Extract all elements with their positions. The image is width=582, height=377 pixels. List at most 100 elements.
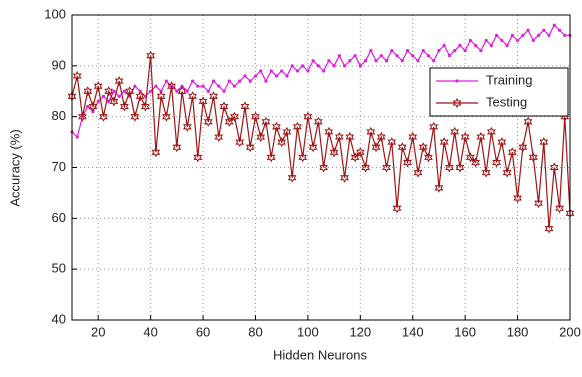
marker (397, 142, 407, 153)
x-tick-label: 140 (402, 324, 424, 339)
marker (400, 59, 404, 63)
marker (411, 54, 415, 58)
marker (209, 91, 218, 102)
marker (355, 147, 365, 158)
marker (196, 84, 200, 88)
series-line (71, 55, 571, 229)
marker (363, 59, 368, 63)
marker (146, 50, 156, 61)
x-tick-label: 200 (559, 324, 581, 339)
marker (515, 38, 520, 43)
y-axis-label: Accuracy (%) (7, 129, 22, 206)
marker (287, 172, 297, 183)
marker (91, 109, 95, 114)
marker (140, 101, 150, 112)
marker (175, 89, 179, 93)
marker (295, 69, 300, 73)
marker (531, 38, 535, 43)
marker (285, 74, 289, 78)
marker (107, 99, 111, 104)
marker (497, 137, 507, 148)
marker (154, 84, 158, 88)
marker (437, 48, 441, 53)
marker (303, 111, 313, 122)
marker (492, 157, 502, 168)
marker (337, 54, 341, 58)
marker (549, 162, 559, 173)
x-tick-label: 80 (248, 324, 262, 339)
marker (392, 203, 402, 214)
marker (455, 162, 465, 173)
marker (361, 162, 370, 173)
marker (264, 79, 268, 83)
marker (555, 203, 564, 214)
marker (384, 59, 389, 63)
marker (563, 33, 567, 37)
marker (269, 69, 273, 73)
legend-label: Testing (486, 94, 527, 109)
marker (188, 91, 197, 102)
marker (421, 48, 425, 53)
marker (489, 43, 493, 48)
marker (481, 167, 491, 178)
y-tick-label: 40 (52, 311, 66, 326)
marker (505, 43, 509, 48)
marker (83, 86, 93, 97)
marker (502, 167, 512, 178)
marker (282, 126, 292, 137)
marker (434, 182, 444, 193)
y-tick-label: 100 (44, 6, 66, 21)
marker (259, 69, 263, 73)
marker (198, 96, 208, 107)
x-tick-label: 20 (91, 324, 105, 339)
legend-label: Training (486, 72, 532, 87)
x-tick-label: 100 (297, 324, 319, 339)
marker (350, 152, 360, 163)
marker (172, 142, 182, 153)
marker (547, 33, 551, 37)
marker (526, 28, 530, 32)
marker (390, 48, 394, 53)
marker (133, 84, 137, 88)
marker (219, 101, 229, 112)
marker (479, 48, 483, 53)
marker (523, 116, 533, 127)
marker (280, 69, 284, 73)
marker (159, 89, 163, 93)
marker (458, 43, 462, 48)
marker (484, 38, 488, 43)
y-tick-label: 50 (52, 261, 66, 276)
marker (224, 116, 234, 127)
marker (329, 147, 339, 158)
marker (405, 48, 410, 53)
marker (122, 89, 127, 93)
marker (408, 131, 418, 143)
marker (306, 69, 310, 73)
marker (521, 33, 525, 37)
marker (471, 157, 481, 168)
marker (93, 81, 103, 92)
marker (301, 64, 305, 68)
marker (534, 198, 543, 209)
marker (369, 48, 373, 53)
x-tick-label: 60 (196, 324, 210, 339)
y-tick-label: 90 (52, 57, 66, 72)
marker (322, 69, 326, 73)
marker (382, 162, 391, 173)
marker (125, 86, 135, 97)
marker (292, 121, 302, 132)
marker (101, 94, 106, 98)
marker (495, 33, 499, 37)
marker (313, 116, 323, 127)
marker (272, 121, 281, 132)
marker (167, 81, 177, 92)
marker (277, 137, 287, 148)
marker (230, 111, 239, 122)
marker (274, 74, 279, 78)
marker (214, 131, 224, 143)
marker (298, 152, 308, 163)
marker (374, 59, 378, 63)
y-tick-label: 70 (52, 159, 66, 174)
marker (500, 38, 504, 43)
